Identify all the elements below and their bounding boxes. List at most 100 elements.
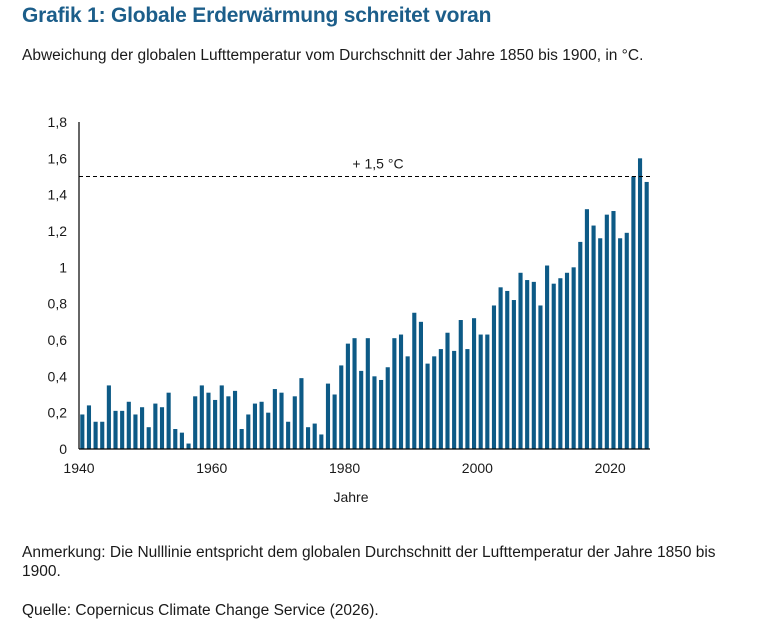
bar-1970 <box>279 392 284 449</box>
x-tick-label: 1940 <box>63 460 94 476</box>
bar-1964 <box>239 429 244 449</box>
y-tick-label: 1,8 <box>48 114 68 130</box>
bar-1965 <box>246 414 251 449</box>
y-axis-ticks: 0 0,2 0,4 0,6 0,8 1 1,2 1,4 1,6 1,8 <box>48 114 68 457</box>
bar-1953 <box>166 392 171 449</box>
bar-1951 <box>153 403 158 449</box>
bars <box>80 158 649 449</box>
bar-2010 <box>545 265 550 449</box>
bar-1942 <box>93 421 98 449</box>
bar-1993 <box>432 356 437 449</box>
x-axis-title: Jahre <box>333 489 368 505</box>
bar-1979 <box>339 365 344 449</box>
bar-1982 <box>359 370 364 449</box>
bar-1967 <box>259 401 264 449</box>
bar-1973 <box>299 378 304 449</box>
bar-1989 <box>405 356 410 449</box>
y-tick-label: 0,4 <box>48 368 68 384</box>
x-tick-label: 2000 <box>462 460 493 476</box>
y-tick-label: 1 <box>59 259 67 275</box>
bar-1999 <box>471 318 477 449</box>
bar-1959 <box>206 392 211 449</box>
bar-1987 <box>392 338 397 449</box>
bar-1992 <box>425 363 430 449</box>
footnote: Anmerkung: Die Nulllinie entspricht dem … <box>22 544 716 580</box>
bar-2015 <box>578 241 583 449</box>
chart-title: Grafik 1: Globale Erderwärmung schreitet… <box>22 4 492 27</box>
bar-2020 <box>611 211 616 449</box>
bar-1945 <box>113 410 118 449</box>
y-tick-label: 1,6 <box>48 150 68 166</box>
bar-1981 <box>352 338 357 449</box>
bar-2023 <box>631 176 636 449</box>
bar-2008 <box>531 281 536 449</box>
bar-1949 <box>140 407 145 449</box>
bar-1957 <box>193 396 198 449</box>
bar-2022 <box>624 232 629 449</box>
bar-1975 <box>312 423 317 449</box>
bar-1941 <box>86 405 92 449</box>
bar-1955 <box>179 432 184 449</box>
bar-1997 <box>458 320 463 449</box>
bar-2013 <box>564 272 570 449</box>
bar-2018 <box>598 238 603 449</box>
chart-subtitle: Abweichung der globalen Lufttemperatur v… <box>22 47 644 64</box>
bar-1976 <box>319 434 324 449</box>
bar-1977 <box>325 383 331 449</box>
bar-2014 <box>571 267 576 449</box>
bar-2019 <box>604 214 609 449</box>
bar-2004 <box>505 290 510 449</box>
bar-1940 <box>80 414 85 449</box>
bar-1991 <box>418 321 423 449</box>
bar-1954 <box>173 429 178 449</box>
bar-1961 <box>219 385 224 449</box>
bar-2007 <box>525 280 530 449</box>
bar-1963 <box>232 390 238 449</box>
bar-2021 <box>618 238 623 449</box>
bar-2003 <box>498 287 503 449</box>
bar-2025 <box>644 181 649 449</box>
y-tick-label: 0,8 <box>48 296 68 312</box>
bar-2009 <box>538 305 543 449</box>
bar-1944 <box>106 385 111 449</box>
bar-1994 <box>438 349 443 449</box>
bar-2005 <box>511 300 516 449</box>
bar-1956 <box>186 443 191 449</box>
bar-1952 <box>159 407 165 449</box>
bar-1962 <box>226 396 231 449</box>
bar-2012 <box>558 278 563 449</box>
bar-1980 <box>345 343 350 449</box>
bar-2002 <box>491 305 497 449</box>
bar-1984 <box>372 376 377 449</box>
bar-1968 <box>266 412 271 449</box>
x-tick-label: 2020 <box>595 460 626 476</box>
bar-1948 <box>133 414 138 449</box>
y-tick-label: 0,6 <box>48 332 68 348</box>
x-tick-label: 1960 <box>196 460 227 476</box>
bar-1974 <box>306 427 311 449</box>
bar-1943 <box>100 421 105 449</box>
bar-1990 <box>412 312 417 449</box>
bar-1978 <box>332 394 337 449</box>
y-tick-label: 0,2 <box>48 405 68 421</box>
bar-1998 <box>465 349 470 449</box>
y-tick-label: 1,2 <box>48 223 68 239</box>
bar-chart: 0 0,2 0,4 0,6 0,8 1 1,2 1,4 1,6 1,8 1940 1960 1980 2… <box>48 114 650 505</box>
x-axis-ticks: 1940 1960 1980 2000 2020 <box>63 460 626 476</box>
bar-1960 <box>213 399 218 449</box>
bar-2001 <box>485 334 490 449</box>
bar-1969 <box>272 389 277 449</box>
reference-line-label: + 1,5 °C <box>352 156 403 172</box>
bar-2024 <box>637 158 643 449</box>
bar-1983 <box>365 338 370 449</box>
x-tick-label: 1980 <box>329 460 360 476</box>
y-tick-label: 1,4 <box>48 187 68 203</box>
bar-2017 <box>591 225 596 449</box>
y-tick-label: 0 <box>59 441 67 457</box>
bar-1972 <box>292 396 297 449</box>
bar-1947 <box>126 401 131 449</box>
bar-1946 <box>120 410 125 449</box>
bar-2006 <box>518 272 523 449</box>
bar-2000 <box>478 334 483 449</box>
bar-1986 <box>385 367 390 449</box>
